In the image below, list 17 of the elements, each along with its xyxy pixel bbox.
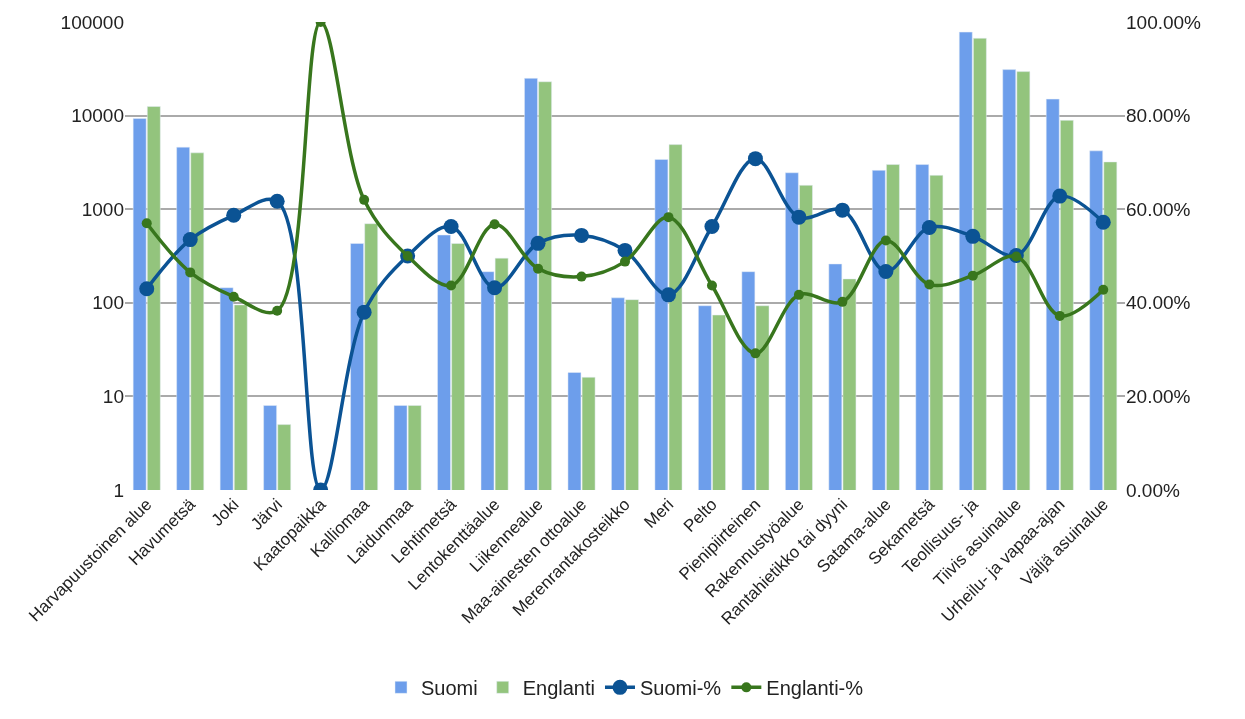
legend-label: Englanti bbox=[522, 677, 595, 700]
legend-label: Englanti-% bbox=[766, 677, 864, 700]
y2-tick-label: 40.00% bbox=[1126, 292, 1191, 314]
y-tick-label: 1 bbox=[113, 479, 124, 501]
legend-label: Suomi bbox=[421, 677, 478, 700]
y-tick-label: 10 bbox=[102, 386, 124, 408]
y-tick-label: 10000 bbox=[71, 105, 124, 127]
y2-tick-label: 60.00% bbox=[1126, 198, 1191, 220]
y2-tick-label: 80.00% bbox=[1126, 105, 1191, 127]
y2-tick-label: 0.00% bbox=[1126, 479, 1180, 501]
y-tick-label: 100 bbox=[92, 292, 124, 314]
y-tick-label: 1000 bbox=[81, 198, 124, 220]
x-tick-label: Joki bbox=[207, 494, 243, 530]
y2-tick-label: 20.00% bbox=[1126, 386, 1191, 408]
y-tick-label: 100000 bbox=[60, 11, 124, 33]
legend-label: Suomi-% bbox=[639, 677, 722, 700]
y2-tick-label: 100.00% bbox=[1126, 11, 1202, 33]
